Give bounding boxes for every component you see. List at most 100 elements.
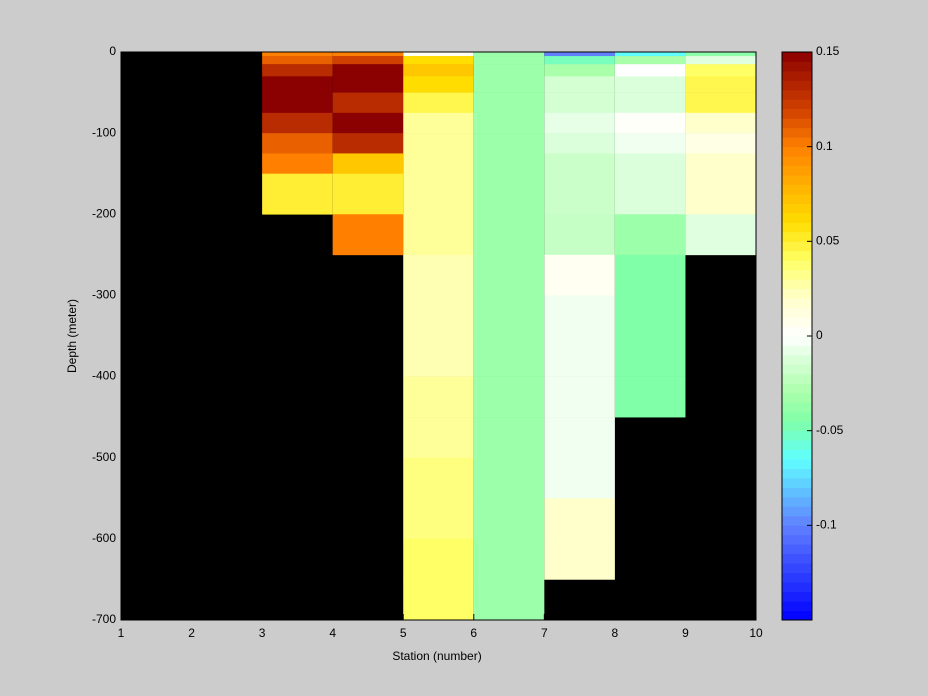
heatmap-cell — [614, 214, 686, 256]
heatmap-cell — [262, 173, 333, 215]
heatmap-cell — [614, 254, 686, 296]
colorbar-band — [782, 108, 812, 119]
heatmap-cell — [614, 56, 686, 65]
heatmap-cell — [473, 133, 545, 154]
x-tick-label: 9 — [682, 626, 689, 640]
heatmap-cell — [473, 457, 545, 499]
colorbar-band — [782, 553, 812, 564]
heatmap-cell — [473, 295, 545, 337]
heatmap-cell — [544, 498, 615, 540]
colorbar-band — [782, 610, 812, 621]
x-tick-label: 8 — [612, 626, 619, 640]
x-tick-label: 1 — [118, 626, 125, 640]
colorbar-band — [782, 345, 812, 356]
heatmap-cell — [473, 52, 545, 57]
colorbar-band — [782, 373, 812, 384]
x-tick-label: 6 — [470, 626, 477, 640]
colorbar-band — [782, 175, 812, 185]
heatmap-cell — [544, 153, 615, 175]
colorbar-band — [782, 260, 812, 271]
heatmap-cell — [685, 64, 756, 77]
colorbar-band — [782, 222, 812, 233]
colorbar-band — [782, 411, 812, 422]
colorbar-band — [782, 336, 812, 346]
heatmap-cell — [473, 336, 545, 377]
heatmap-cell — [544, 133, 615, 154]
colorbar-band — [782, 269, 812, 280]
y-tick-label: -400 — [92, 369, 116, 383]
colorbar-band — [782, 421, 812, 432]
colorbar-band — [782, 165, 812, 176]
colorbar-band — [782, 241, 812, 252]
heatmap-cell — [403, 295, 474, 337]
colorbar-band — [782, 534, 812, 545]
heatmap-cell — [262, 56, 333, 65]
heatmap-cell — [403, 498, 474, 540]
heatmap-cell — [614, 52, 686, 57]
heatmap-cell — [473, 498, 545, 540]
heatmap-cell — [403, 457, 474, 499]
heatmap-cell — [403, 254, 474, 296]
heatmap-cell — [614, 64, 686, 77]
colorbar-band — [782, 194, 812, 204]
heatmap-cell — [403, 153, 474, 175]
heatmap-cell — [544, 376, 615, 418]
heatmap-cell — [262, 112, 333, 134]
colorbar-band — [782, 184, 812, 195]
heatmap-cell — [473, 153, 545, 175]
colorbar-band — [782, 364, 812, 375]
heatmap-cell — [403, 336, 474, 377]
heatmap-cell — [544, 92, 615, 114]
heatmap-cell — [332, 112, 404, 134]
heatmap-cell — [685, 173, 756, 215]
heatmap-cell — [332, 173, 404, 215]
colorbar-band — [782, 354, 812, 365]
colorbar-band — [782, 383, 812, 394]
colorbar-band — [782, 449, 812, 460]
heatmap-cell — [473, 538, 545, 580]
heatmap-cell — [614, 376, 686, 418]
colorbar-band — [782, 430, 812, 441]
heatmap-cell — [544, 52, 615, 57]
heatmap-cell — [473, 173, 545, 215]
colorbar-band — [782, 496, 812, 507]
heatmap-cell — [614, 76, 686, 93]
heatmap-cell — [403, 64, 474, 77]
heatmap-cell — [473, 76, 545, 93]
colorbar-band — [782, 601, 812, 611]
heatmap-cell — [332, 64, 404, 77]
heatmap-cell — [544, 295, 615, 337]
heatmap-cell — [614, 92, 686, 114]
heatmap-cell — [544, 214, 615, 256]
heatmap-cell — [403, 538, 474, 580]
colorbar-band — [782, 582, 812, 592]
heatmap-cell — [473, 214, 545, 256]
heatmap-cell — [685, 56, 756, 65]
heatmap-cell — [685, 92, 756, 114]
colorbar-band — [782, 392, 812, 403]
y-tick-label: -200 — [92, 206, 116, 220]
colorbar-band — [782, 231, 812, 242]
colorbar-band — [782, 250, 812, 261]
heatmap-cell — [332, 133, 404, 154]
colorbar-band — [782, 288, 812, 299]
heatmap-cell — [403, 376, 474, 418]
heatmap-cell — [262, 92, 333, 114]
heatmap-cell — [544, 56, 615, 65]
heatmap-cell — [685, 112, 756, 134]
colorbar-band — [782, 544, 812, 555]
colorbar-tick-label: 0.15 — [816, 44, 840, 58]
heatmap-cell — [544, 417, 615, 459]
colorbar-tick-label: 0.05 — [816, 234, 840, 248]
colorbar-tick-label: 0.1 — [816, 139, 833, 153]
heatmap-cell — [685, 133, 756, 154]
heatmap-cell — [473, 417, 545, 459]
heatmap-cell — [685, 52, 756, 57]
heatmap-cell — [262, 153, 333, 175]
y-tick-label: 0 — [109, 44, 116, 58]
heatmap-cell — [403, 76, 474, 93]
heatmap-cell — [403, 214, 474, 256]
x-tick-label: 7 — [541, 626, 548, 640]
